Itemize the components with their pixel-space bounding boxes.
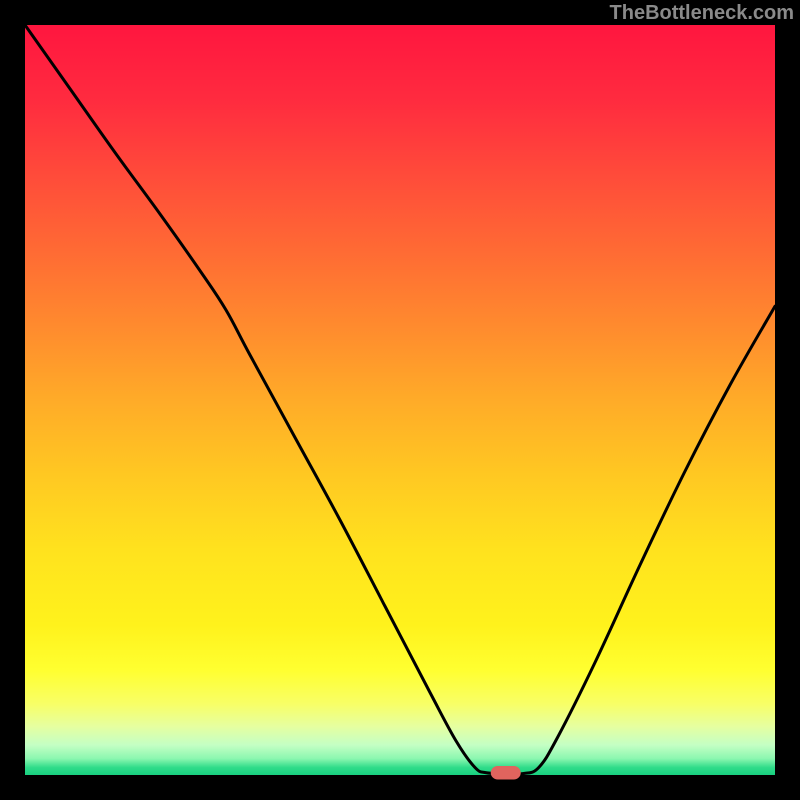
optimal-marker (491, 766, 521, 780)
chart-container: { "watermark": "TheBottleneck.com", "cha… (0, 0, 800, 800)
bottleneck-chart (0, 0, 800, 800)
watermark-text: TheBottleneck.com (610, 2, 794, 25)
plot-background (25, 25, 775, 775)
